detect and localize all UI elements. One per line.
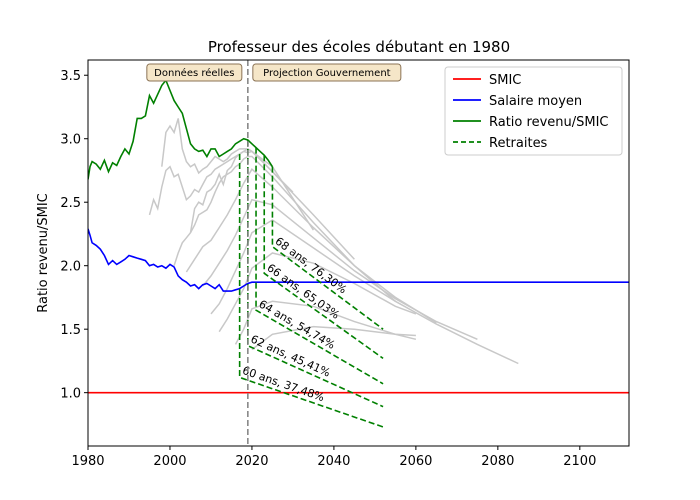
ghost-line-8 — [234, 300, 417, 345]
x-tick-label-2100: 2100 — [563, 454, 596, 469]
retraite-line-66 — [263, 155, 384, 360]
y-axis-label: Ratio revenu/SMIC — [36, 193, 51, 313]
x-tick-label-2000: 2000 — [153, 454, 186, 469]
legend-label-2: Ratio revenu/SMIC — [489, 115, 609, 130]
legend-label-0: SMIC — [489, 73, 521, 88]
axes: 1980 2000 2020 2040 2060 2080 2100 1.0 1.5 2.0 2.5… — [60, 69, 596, 469]
annotation-text-1: Projection Gouvernement — [263, 68, 391, 79]
x-tick-label-2080: 2080 — [481, 454, 514, 469]
legend: SMIC Salaire moyen Ratio revenu/SMIC Retrai… — [444, 66, 623, 156]
ghost-line-5 — [202, 198, 478, 340]
annotation-text-0: Données réelles — [154, 67, 234, 79]
x-tick-label-2020: 2020 — [235, 454, 268, 469]
retraite-line-68 — [271, 166, 384, 330]
y-tick-label-3: 3.0 — [60, 133, 81, 148]
y-tick-label-1: 1.0 — [60, 387, 81, 402]
ghost-line-9 — [251, 325, 416, 351]
retraite-line-60 — [238, 153, 384, 428]
y-tick-label-2.5: 2.5 — [60, 196, 81, 211]
y-tick-label-1.5: 1.5 — [60, 323, 81, 338]
ghost-line-6 — [210, 219, 519, 365]
x-tick-label-2040: 2040 — [317, 454, 350, 469]
x-tick-label-1980: 1980 — [71, 454, 104, 469]
ghost-line-1 — [161, 118, 315, 231]
annotations: Données réelles Projection Gouvernement — [146, 63, 402, 82]
ghost-line-2 — [148, 148, 355, 260]
y-tick-label-2: 2.0 — [60, 260, 81, 275]
ghost-line-7 — [218, 252, 417, 333]
salaire-moyen-line — [88, 228, 629, 292]
annotation-box-0 — [146, 63, 243, 82]
plot-frame — [87, 59, 630, 447]
legend-label-3: Retraites — [489, 136, 548, 151]
y-tick-label-3.5: 3.5 — [60, 69, 81, 84]
x-tick-label-2060: 2060 — [399, 454, 432, 469]
legend-label-1: Salaire moyen — [489, 94, 582, 109]
ratio-line — [88, 78, 274, 180]
annotation-box-1 — [252, 63, 402, 82]
retraite-line-64 — [255, 147, 384, 385]
legend-frame — [444, 66, 623, 156]
chart-title: Professeur des écoles débutant en 1980 — [208, 38, 510, 56]
plot-content — [88, 78, 629, 428]
